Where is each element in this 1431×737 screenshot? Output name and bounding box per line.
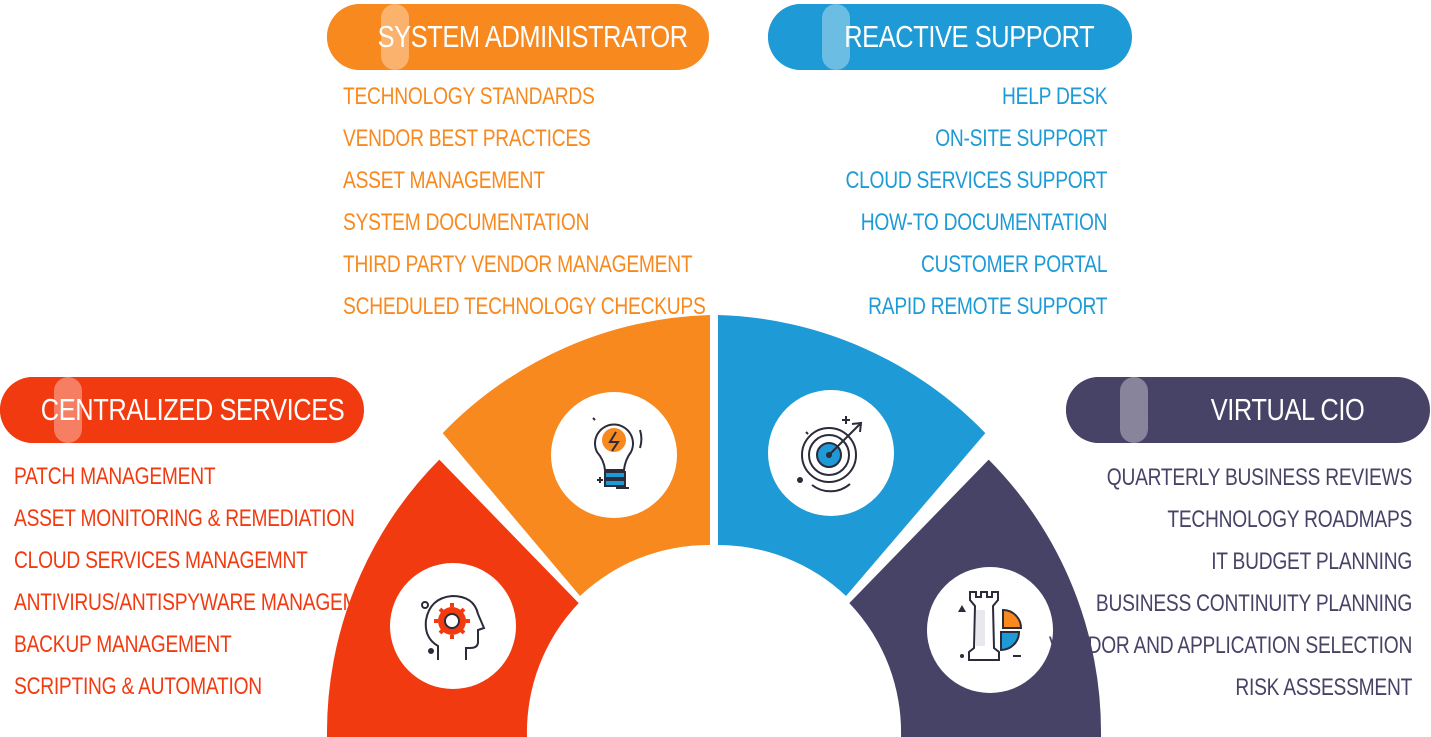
list-item: PATCH MANAGEMENT	[14, 463, 216, 490]
chess-rook-chart-icon	[958, 591, 1023, 661]
list-item: CLOUD SERVICES SUPPORT	[845, 167, 1107, 194]
pill-knob	[0, 377, 80, 443]
list-item: CLOUD SERVICES MANAGEMNT	[14, 547, 308, 574]
list-item: QUARTERLY BUSINESS REVIEWS	[1106, 464, 1413, 491]
virtual-cio-list: QUARTERLY BUSINESS REVIEWS TECHNOLOGY RO…	[958, 457, 1413, 709]
list-item: VENDOR BEST PRACTICES	[343, 125, 591, 152]
head-gear-icon	[421, 594, 486, 660]
pill-knob	[1066, 377, 1146, 443]
pill-notch	[1120, 377, 1148, 443]
list-item: ASSET MONITORING & REMEDIATION	[14, 505, 355, 532]
list-item: SYSTEM DOCUMENTATION	[343, 209, 590, 236]
list-item: HELP DESK	[1001, 83, 1108, 110]
system-administrator-list: TECHNOLOGY STANDARDS VENDOR BEST PRACTIC…	[343, 76, 796, 328]
list-item: IT BUDGET PLANNING	[1211, 548, 1412, 575]
list-item: RAPID REMOTE SUPPORT	[867, 293, 1107, 320]
virtual-cio-header: VIRTUAL CIO	[1066, 377, 1430, 443]
list-item: HOW-TO DOCUMENTATION	[860, 209, 1107, 236]
virtual-cio-title: VIRTUAL CIO	[1210, 392, 1365, 427]
pill-notch	[822, 4, 850, 70]
system-administrator-title: SYSTEM ADMINISTRATOR	[377, 19, 688, 54]
list-item: TECHNOLOGY ROADMAPS	[1167, 506, 1412, 533]
pill-knob	[327, 4, 407, 70]
centralized-services-list: PATCH MANAGEMENT ASSET MONITORING & REME…	[14, 456, 492, 708]
list-item: BUSINESS CONTINUITY PLANNING	[1095, 590, 1412, 617]
lightbulb-icon	[592, 417, 643, 489]
system-administrator-header: SYSTEM ADMINISTRATOR	[327, 4, 709, 70]
list-item: ANTIVIRUS/ANTISPYWARE MANAGEMENT	[14, 589, 397, 616]
pill-knob	[768, 4, 848, 70]
list-item: BACKUP MANAGEMENT	[14, 631, 232, 658]
target-icon	[797, 416, 863, 493]
list-item: ASSET MANAGEMENT	[343, 167, 545, 194]
list-item: THIRD PARTY VENDOR MANAGEMENT	[343, 251, 693, 278]
list-item: ON-SITE SUPPORT	[934, 125, 1107, 152]
list-item: RISK ASSESSMENT	[1235, 674, 1412, 701]
list-item: SCRIPTING & AUTOMATION	[14, 673, 262, 700]
reactive-support-list: HELP DESK ON-SITE SUPPORT CLOUD SERVICES…	[780, 76, 1107, 328]
centralized-services-title: CENTRALIZED SERVICES	[40, 392, 345, 427]
list-item: VENDOR AND APPLICATION SELECTION	[1048, 632, 1413, 659]
list-item: SCHEDULED TECHNOLOGY CHECKUPS	[343, 293, 706, 320]
list-item: TECHNOLOGY STANDARDS	[343, 83, 595, 110]
pill-notch	[54, 377, 82, 443]
reactive-support-title: REACTIVE SUPPORT	[844, 19, 1095, 54]
list-item: CUSTOMER PORTAL	[920, 251, 1108, 278]
pill-notch	[381, 4, 409, 70]
centralized-services-header: CENTRALIZED SERVICES	[0, 377, 364, 443]
reactive-support-header: REACTIVE SUPPORT	[768, 4, 1132, 70]
